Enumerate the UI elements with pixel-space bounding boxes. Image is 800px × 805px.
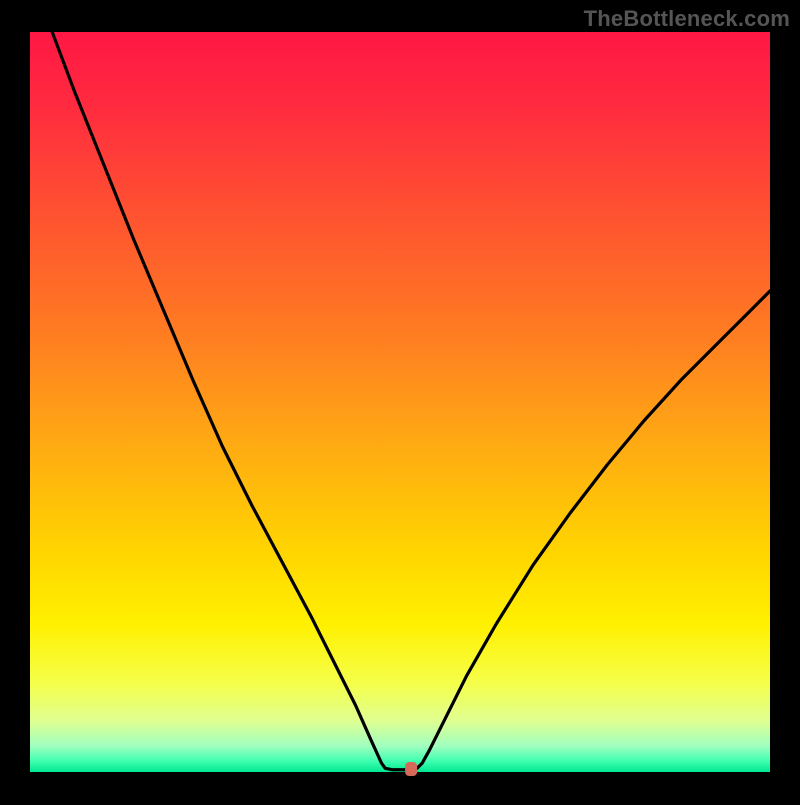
bottleneck-chart-svg <box>0 0 800 800</box>
optimal-point-marker <box>405 762 417 776</box>
chart-container: TheBottleneck.com <box>0 0 800 800</box>
watermark-text: TheBottleneck.com <box>584 6 790 32</box>
